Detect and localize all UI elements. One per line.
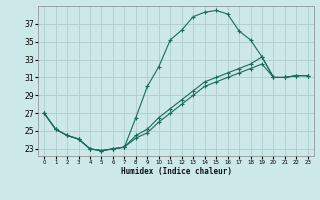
X-axis label: Humidex (Indice chaleur): Humidex (Indice chaleur): [121, 167, 231, 176]
